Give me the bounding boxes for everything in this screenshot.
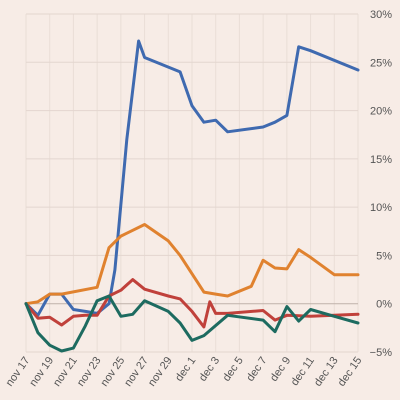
x-tick-label: nov 21 — [51, 355, 80, 389]
y-tick-labels: −5% 0% 5% 10% 15% 20% 25% 30% — [370, 9, 393, 359]
y-tick-label: 15% — [370, 154, 392, 166]
series-line-4 — [24, 294, 360, 353]
y-tick-label: 30% — [370, 9, 392, 21]
y-tick-label: 20% — [370, 106, 392, 118]
x-tick-label: dec 7 — [244, 355, 269, 384]
x-tick-label: dec 5 — [221, 355, 246, 384]
x-tick-label: nov 23 — [75, 355, 104, 389]
series-line-2 — [24, 223, 360, 306]
x-tick-label: dec 3 — [197, 355, 222, 384]
x-tick-label: dec 1 — [173, 355, 198, 384]
x-tick-label: nov 17 — [4, 355, 33, 389]
x-tick-label: nov 27 — [122, 355, 151, 389]
y-tick-label: 5% — [376, 250, 392, 262]
series-layer — [24, 39, 360, 353]
x-tick-label: dec 13 — [312, 355, 341, 389]
series-line-1 — [24, 39, 360, 317]
grid-layer — [25, 13, 359, 353]
series-line-3 — [24, 278, 360, 329]
x-tick-label: nov 25 — [99, 355, 128, 389]
y-tick-label: 10% — [370, 202, 392, 214]
y-tick-label: −5% — [370, 347, 393, 359]
x-tick-label: dec 15 — [336, 355, 365, 389]
y-tick-label: 25% — [370, 57, 392, 69]
x-tick-label: nov 29 — [146, 355, 175, 389]
y-tick-label: 0% — [376, 299, 392, 311]
x-tick-label: nov 19 — [27, 355, 56, 389]
